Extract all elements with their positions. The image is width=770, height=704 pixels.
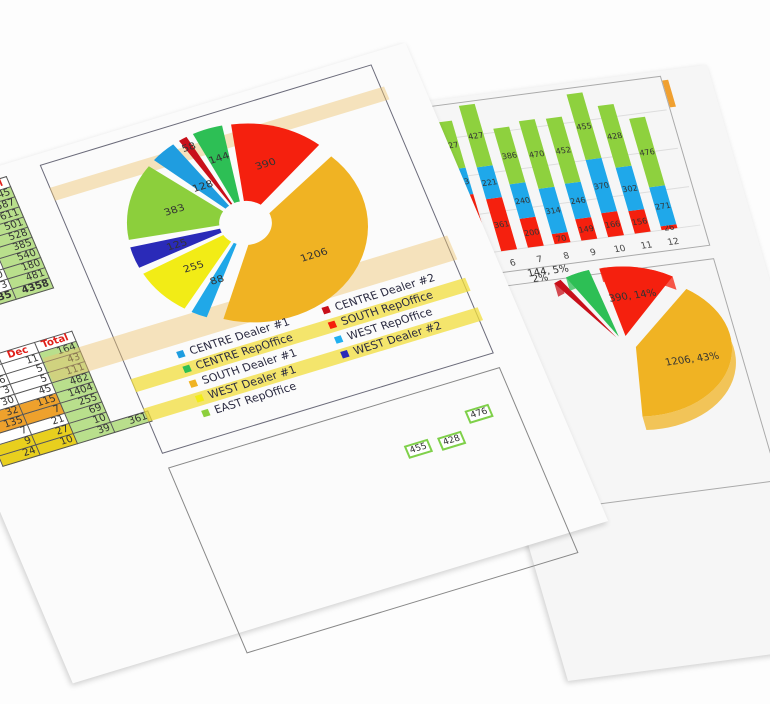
month-tick-label: 12 (666, 237, 680, 248)
bar-segment (566, 92, 602, 160)
month-tick-label: 8 (562, 251, 571, 261)
month-tick-label: 11 (640, 240, 654, 251)
bar-value-label: 314 (544, 206, 562, 217)
bar-value-label: 428 (606, 131, 624, 142)
bar-segment (649, 185, 677, 227)
bar-value-label: 200 (523, 227, 541, 238)
legend-swatch (182, 364, 192, 373)
pie-slice (231, 123, 320, 219)
pie-slice (143, 225, 242, 309)
bar-segment (458, 103, 493, 168)
legend-swatch (188, 378, 198, 388)
legend-swatch (194, 393, 205, 403)
month-tick-label: 7 (536, 255, 544, 265)
legend-swatch (321, 305, 331, 314)
bar-segment (519, 216, 544, 248)
pie-slice (223, 156, 368, 323)
bar-segment (518, 119, 555, 189)
pie3d-slice (565, 269, 619, 337)
pie3d-slice-label: 144, 5% (526, 264, 570, 280)
bar-value-label: 302 (621, 184, 639, 195)
pie-slice-label: 58 (180, 140, 198, 154)
bar-segment (575, 217, 598, 241)
bar-value-label: 327 (442, 140, 460, 151)
legend-swatch (175, 349, 186, 358)
pie-slice (178, 136, 243, 220)
pie3d-slice-label: 2% (531, 272, 550, 285)
donut-hole (219, 200, 272, 246)
front-report-page: Total54545873611150195287385454001803481… (0, 42, 609, 684)
bar-value-label: 149 (578, 224, 596, 235)
bar-value-label: 240 (514, 196, 532, 207)
pie3d-slice (599, 266, 673, 337)
bar-value-label: 70 (555, 234, 568, 244)
bar-value-label: 361 (493, 219, 511, 230)
pie3d-slice (635, 289, 733, 417)
month-tick-label: 10 (613, 244, 627, 255)
pie-slice (192, 125, 244, 219)
bar-value-label: 246 (569, 196, 587, 207)
pie-slice-label: 125 (165, 237, 189, 253)
month-tick-label: 6 (509, 258, 518, 268)
bar-segment (564, 181, 592, 220)
bar-value-label: 386 (501, 151, 519, 162)
pie-slice (153, 144, 243, 220)
bar-segment (597, 103, 632, 168)
bar-value-label: 455 (575, 121, 593, 132)
bar-segment (629, 116, 665, 188)
bar-value-label: 476 (638, 147, 656, 158)
pie3d-slice-side (642, 289, 736, 430)
legend-swatch (200, 408, 211, 417)
bar-value-label: 427 (467, 131, 485, 142)
bar-segment (615, 165, 645, 212)
bar-value-label: 26 (663, 223, 676, 233)
pie-3d-chart: 390, 14%1206, 43%2%144, 5% (526, 264, 736, 430)
bar-segment (509, 182, 536, 219)
legend-swatch (327, 320, 337, 329)
bar-value-label: 452 (555, 145, 573, 156)
pie-slice-label: 88 (208, 273, 226, 287)
pie-slice (191, 226, 244, 318)
bar-segment (585, 157, 618, 214)
bar-segment (476, 165, 502, 200)
legend-swatch (339, 349, 350, 359)
bar-segment (493, 126, 526, 185)
month-tick-label: 9 (589, 248, 598, 258)
bar-segment (486, 197, 518, 252)
bar-segment (545, 116, 581, 184)
pie-slice (126, 166, 241, 240)
bar-value-label: 370 (593, 181, 611, 192)
pie3d-slice (554, 279, 617, 338)
bar-segment (601, 211, 624, 238)
bar-value-label: 271 (654, 201, 672, 212)
pie-slice (130, 224, 241, 268)
bar-value-label: 156 (631, 217, 649, 228)
bar-segment (538, 186, 568, 235)
legend-swatch (333, 334, 344, 344)
bar-value-label: 221 (481, 177, 499, 188)
bar-segment (660, 224, 678, 231)
bar-value-label: 470 (528, 149, 546, 160)
bar-segment (551, 232, 571, 245)
bar-value-label: 166 (604, 219, 622, 230)
bar-segment (628, 209, 651, 234)
